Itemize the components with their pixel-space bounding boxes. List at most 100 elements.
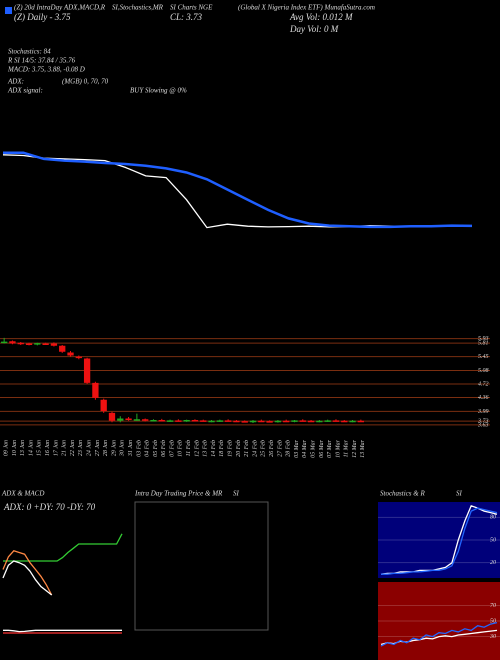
x-tick-label: 25 Feb [261,440,267,457]
x-tick-label: 15 Jan [37,440,43,456]
candle-body [175,420,182,422]
candle-body [9,341,16,344]
candle-body [341,420,348,423]
x-tick-label: 13 Mar [360,439,366,457]
x-tick-label: 27 Jan [95,440,101,456]
candle-body [283,420,290,423]
x-tick-label: 13 Jan [20,440,26,456]
series-line [380,621,498,647]
y-tick-label: 80 [490,515,496,521]
x-tick-label: 06 Feb [161,440,167,457]
x-tick-label: 24 Jan [85,440,92,456]
candle-body [100,399,107,411]
series-line [380,629,498,646]
header-title: (Z) 20d IntraDay ADX,MACD,R [14,4,106,12]
stat: R SI 14/5: 37.84 / 35.76 [7,57,76,65]
candle-body [307,420,315,423]
series-line [3,533,123,562]
series-line [3,151,473,229]
y-tick-label: 70 [490,603,496,609]
panel-subtitle: ADX: 0 +DY: 70 -DY: 70 [3,502,96,512]
x-tick-label: 07 Mar [327,439,333,457]
candle-body [75,356,82,359]
candle-body [208,420,215,423]
candle-body [142,419,149,421]
x-tick-label: 26 Feb [269,440,275,457]
candle-body [166,420,174,422]
candle-body [42,343,49,345]
candle-body [108,412,116,421]
candle-body [216,420,223,422]
panel-title: SI [233,490,240,498]
candle-body [299,420,306,422]
header-title: (Global X Nigeria Index ETF) MunafaSutra… [238,4,375,12]
x-tick-label: 20 Feb [236,440,242,457]
y-tick-label: 50 [490,537,496,543]
candle-body [183,420,190,422]
x-tick-label: 23 Jan [78,440,84,456]
candle-body [83,358,91,383]
candle-body [357,420,365,423]
series-line [3,629,122,633]
stat: Stochastics: 84 [8,48,51,56]
candle-body [191,420,199,422]
candle-body [0,341,8,344]
stat: MACD: 3.75, 3.88, -0.08 D [7,66,85,74]
candle-body [224,420,232,422]
stat: ADX signal: [7,87,43,95]
candle-body [34,343,41,345]
y-tick-label: 3.63 [477,422,489,428]
x-tick-label: 10 Feb [178,440,184,457]
y-tick-label: 30 [489,634,496,640]
candle-body [241,421,248,423]
x-tick-label: 14 Jan [27,440,34,456]
x-tick-label: 22 Jan [70,440,76,456]
candle-body [67,352,74,356]
y-tick-label: 5.93 [478,336,489,342]
candle-body [59,345,66,352]
x-tick-label: 16 Jan [45,440,51,456]
candle-body [200,420,207,422]
x-tick-label: 28 Jan [103,440,109,456]
stat: BUY Slowing @ 0% [130,87,187,95]
y-tick-label: 4.72 [478,380,489,387]
y-tick-label: 5.81 [478,341,489,347]
y-tick-label: 20 [490,560,496,566]
x-tick-label: 12 Mar [352,439,358,457]
series-line [2,550,53,596]
x-tick-label: 27 Feb [277,440,283,457]
header-title: SI,Stochastics,MR [112,4,164,12]
panel-title: SI [456,490,463,498]
x-tick-label: 11 Feb [186,440,192,456]
candle-body [50,343,58,346]
y-tick-label: 3.99 [477,409,489,415]
x-tick-label: 29 Jan [111,440,117,456]
x-tick-label: 05 Feb [153,440,159,457]
series-line [381,507,498,575]
x-tick-label: 19 Feb [228,440,234,457]
x-tick-label: 04 Feb [144,440,151,457]
avg-vol: Avg Vol: 0.012 M [289,12,353,22]
candle-body [133,419,141,421]
x-tick-label: 18 Feb [219,440,225,457]
x-tick-label: 24 Feb [251,440,258,457]
panel-title: ADX & MACD [1,490,44,498]
y-tick-label: 4.36 [478,394,489,401]
candle-body [92,382,99,398]
candle-body [266,421,273,423]
day-vol: Day Vol: 0 M [289,24,339,34]
x-tick-label: 31 Jan [128,440,134,457]
candle-body [349,420,356,423]
x-tick-label: 05 Mar [310,439,316,457]
x-tick-label: 11 Mar [344,439,350,457]
candle-body [316,420,323,423]
panel-background [378,582,500,660]
y-tick-label: 5.08 [478,368,489,374]
candle-body [324,420,331,422]
y-tick-label: 50 [490,618,496,624]
x-tick-label: 06 Mar [319,439,325,457]
x-tick-label: 28 Feb [286,440,292,457]
x-tick-label: 30 Jan [120,440,126,457]
x-tick-label: 10 Mar [335,439,341,457]
candle-body [25,343,33,345]
